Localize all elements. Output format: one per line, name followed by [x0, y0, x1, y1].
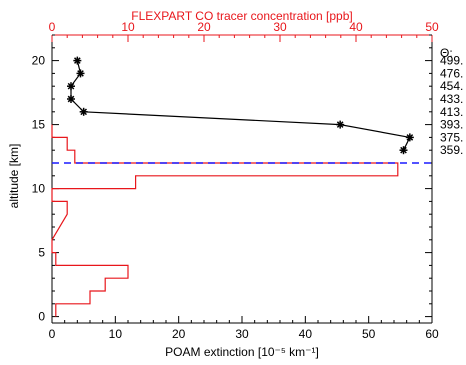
asterisk-stroke [74, 57, 81, 64]
asterisk-marker [405, 133, 414, 142]
asterisk-stroke [67, 95, 75, 103]
top-tick-label: 20 [197, 20, 211, 34]
theta-value-label: 359. [440, 143, 463, 157]
top-tick-label: 10 [121, 20, 135, 34]
asterisk-stroke [67, 82, 75, 90]
bottom-tick-label: 10 [109, 327, 123, 341]
bottom-tick-label: 20 [172, 327, 186, 341]
theta-label: Θ: [440, 46, 453, 60]
asterisk-marker [399, 146, 408, 155]
bottom-axis-label: POAM extinction [10⁻⁵ km⁻¹] [165, 345, 319, 359]
bottom-tick-label: 40 [299, 327, 313, 341]
theta-value-label: 413. [440, 105, 463, 119]
bottom-tick-label: 0 [49, 327, 56, 341]
bottom-tick-label: 50 [362, 327, 376, 341]
top-axis-label: FLEXPART CO tracer concentration [ppb] [131, 9, 352, 23]
left-tick-label: 5 [38, 246, 45, 260]
asterisk-marker [67, 82, 75, 91]
theta-value-label: 499. [440, 54, 463, 68]
plot-area: 0 10 20 30 40 50 60 0 10 20 30 40 50 0 5 10 15 20 499.476.… [32, 20, 464, 341]
theta-value-label: 433. [440, 92, 463, 106]
asterisk-stroke [80, 108, 87, 116]
asterisk-stroke [336, 121, 344, 128]
black-line-series [70, 60, 411, 151]
asterisk-marker [76, 69, 85, 78]
left-tick-label: 0 [38, 310, 45, 324]
left-tick-label: 20 [32, 54, 46, 68]
top-tick-label: 0 [49, 20, 56, 34]
bottom-tick-label: 30 [235, 327, 249, 341]
left-tick-label: 10 [32, 182, 46, 196]
left-axis-label: altitude [km] [7, 144, 21, 209]
red-step-series [51, 124, 399, 317]
bottom-tick-label: 60 [425, 327, 439, 341]
asterisk-marker [73, 56, 82, 65]
theta-value-label: 393. [440, 118, 463, 132]
asterisk-stroke [77, 70, 84, 77]
left-tick-label: 15 [32, 118, 46, 132]
asterisk-marker [79, 107, 88, 116]
top-tick-label: 30 [273, 20, 287, 34]
asterisk-stroke [406, 134, 414, 141]
top-tick-label: 40 [349, 20, 363, 34]
asterisk-marker [67, 95, 75, 103]
asterisk-stroke [400, 146, 407, 154]
theta-value-label: 375. [440, 130, 463, 144]
asterisk-marker [336, 120, 345, 129]
theta-value-label: 454. [440, 79, 463, 93]
top-tick-label: 50 [425, 20, 439, 34]
theta-value-label: 476. [440, 66, 463, 80]
